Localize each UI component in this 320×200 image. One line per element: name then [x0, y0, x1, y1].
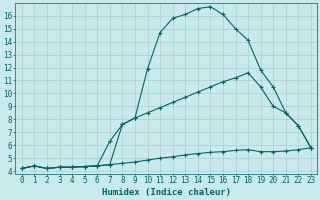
X-axis label: Humidex (Indice chaleur): Humidex (Indice chaleur): [102, 188, 231, 197]
